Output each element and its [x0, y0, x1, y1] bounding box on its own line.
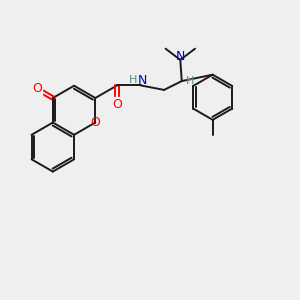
Text: N: N — [138, 74, 148, 87]
Text: H: H — [186, 76, 194, 86]
Text: H: H — [129, 75, 138, 85]
Text: O: O — [32, 82, 42, 95]
Text: O: O — [112, 98, 122, 111]
Text: N: N — [176, 50, 185, 63]
Text: O: O — [90, 116, 100, 129]
